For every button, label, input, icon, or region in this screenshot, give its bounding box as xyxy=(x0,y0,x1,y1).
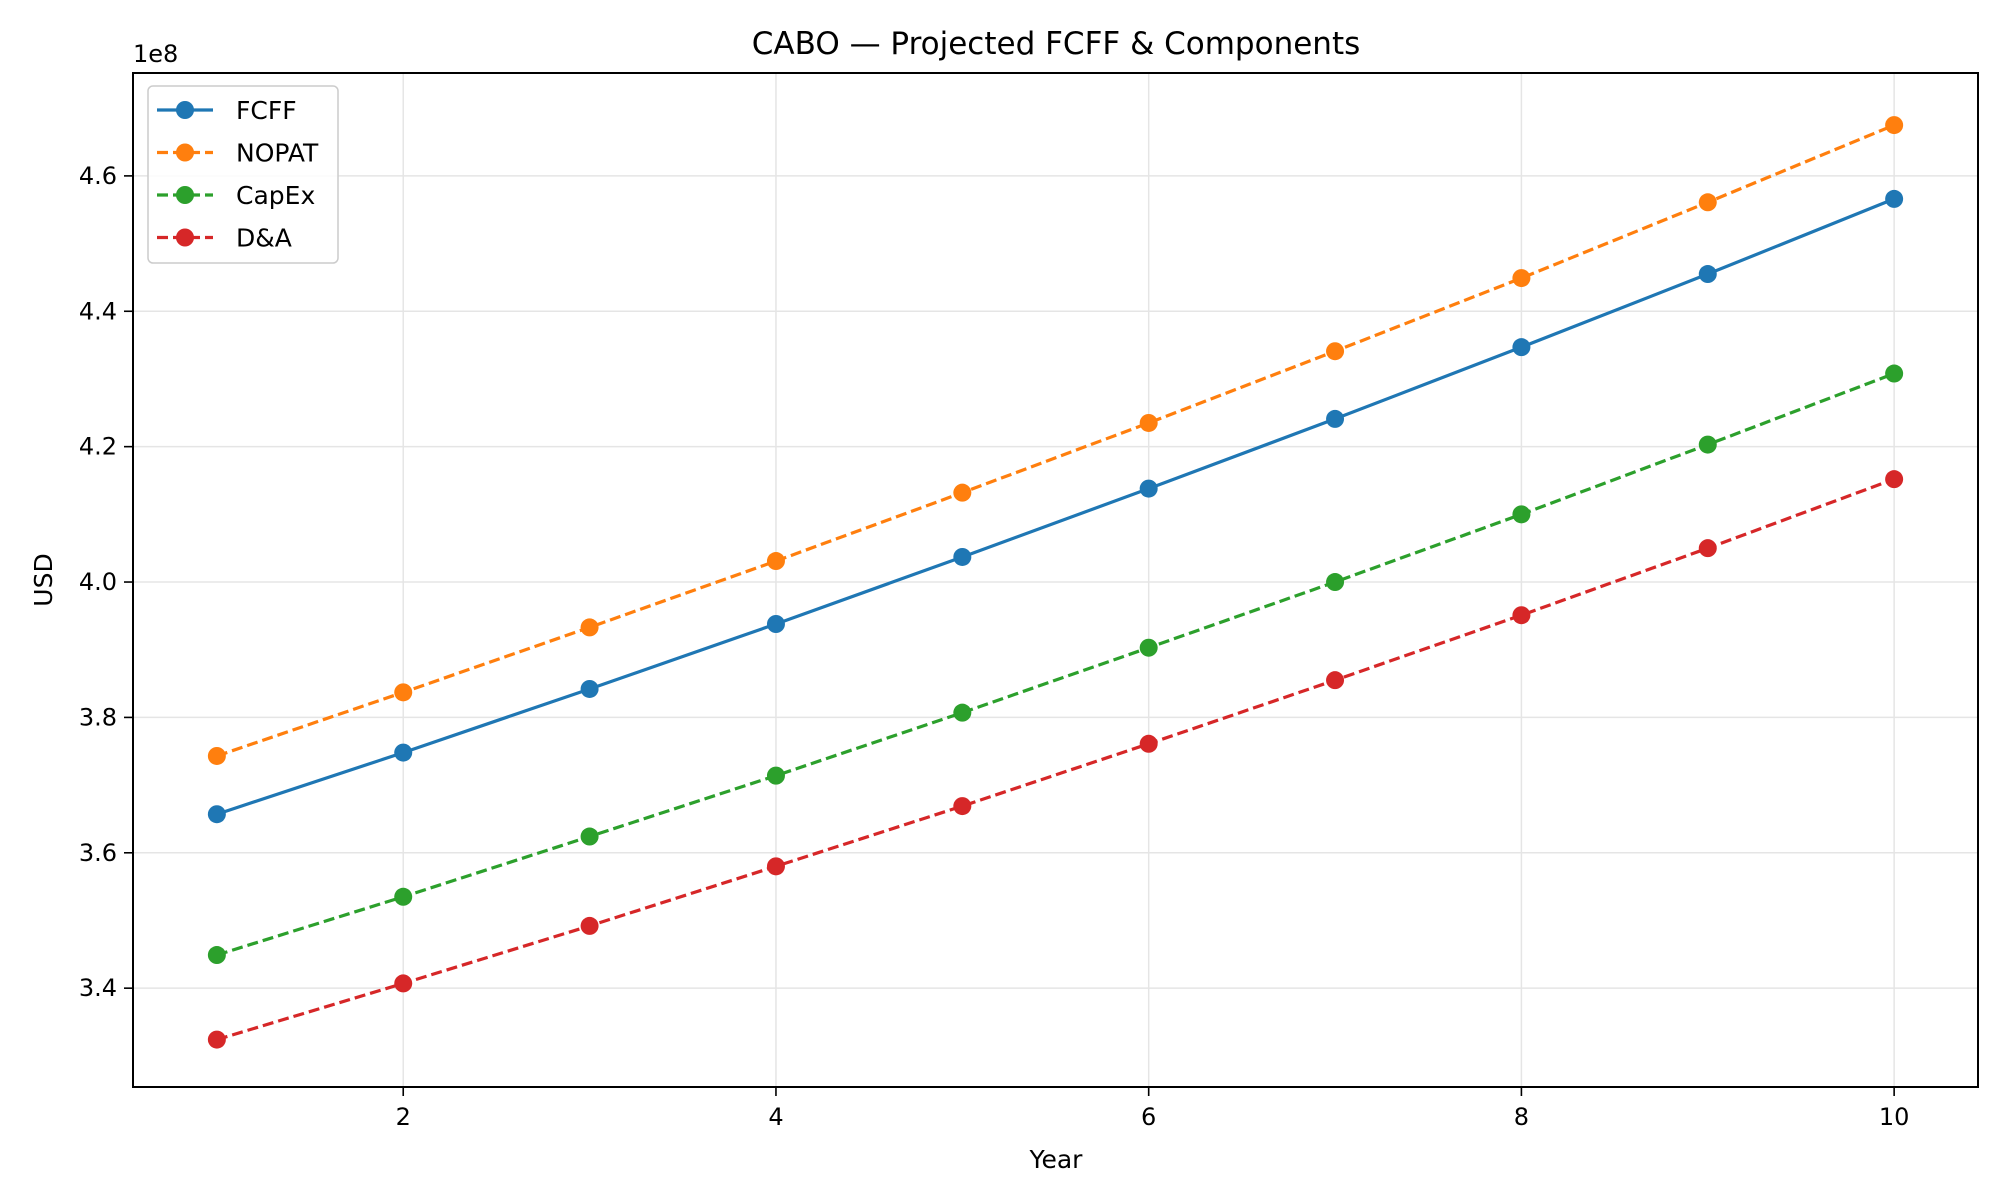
x-tick-label: 8 xyxy=(1514,1103,1529,1131)
data-point-d-a xyxy=(1885,470,1904,489)
y-tick-label: 4.2 xyxy=(79,433,117,461)
legend-marker-nopat xyxy=(176,143,194,162)
y-tick-label: 3.8 xyxy=(79,703,117,731)
data-point-fcff xyxy=(207,805,226,824)
plot-series xyxy=(207,116,1904,1049)
legend: FCFF NOPAT CapEx D&A xyxy=(147,85,339,264)
data-point-fcff xyxy=(1698,265,1717,284)
data-point-d-a xyxy=(766,857,785,876)
x-tick-label: 2 xyxy=(396,1103,411,1131)
x-tick-label: 6 xyxy=(1141,1103,1156,1131)
data-point-d-a xyxy=(1512,606,1531,625)
x-tick-label: 4 xyxy=(768,1103,783,1131)
data-point-fcff xyxy=(766,614,785,633)
data-point-d-a xyxy=(207,1030,226,1049)
series-line-capex xyxy=(216,372,1895,957)
y-axis-label: USD xyxy=(29,553,58,606)
data-point-capex xyxy=(1698,435,1717,454)
data-point-d-a xyxy=(953,797,972,816)
data-point-nopat xyxy=(394,683,413,702)
data-point-nopat xyxy=(953,483,972,502)
data-point-nopat xyxy=(1885,116,1904,135)
y-tick-label: 4.6 xyxy=(79,162,117,190)
series-line-nopat xyxy=(216,123,1895,758)
y-offset-text: 1e8 xyxy=(133,40,178,68)
data-point-capex xyxy=(953,703,972,722)
data-point-capex xyxy=(1512,505,1531,524)
data-point-nopat xyxy=(207,746,226,765)
data-point-d-a xyxy=(1326,671,1345,690)
data-point-capex xyxy=(1139,638,1158,657)
data-point-fcff xyxy=(580,679,599,698)
data-point-d-a xyxy=(394,974,413,993)
grid xyxy=(133,73,1978,1087)
data-point-capex xyxy=(766,766,785,785)
data-point-capex xyxy=(1326,573,1345,592)
y-tick-label: 4.4 xyxy=(79,297,117,325)
series-line-d-a xyxy=(216,477,1895,1042)
legend-box xyxy=(147,85,339,264)
data-point-d-a xyxy=(580,916,599,935)
data-point-fcff xyxy=(394,743,413,762)
x-tick-label: 10 xyxy=(1879,1103,1910,1131)
data-point-nopat xyxy=(1139,413,1158,432)
data-point-nopat xyxy=(1512,269,1531,288)
data-point-capex xyxy=(394,887,413,906)
data-point-nopat xyxy=(766,552,785,571)
data-point-fcff xyxy=(1512,338,1531,357)
legend-label-fcff: FCFF xyxy=(236,96,297,125)
y-tick-label: 3.4 xyxy=(79,974,117,1002)
data-point-capex xyxy=(1885,364,1904,383)
data-point-fcff xyxy=(1885,189,1904,208)
legend-marker-fcff xyxy=(176,101,194,119)
legend-marker-d-a xyxy=(176,228,194,247)
series-line-fcff xyxy=(216,197,1895,816)
data-point-fcff xyxy=(953,547,972,566)
plot-frame xyxy=(132,72,1979,1088)
y-tick-label: 4.0 xyxy=(79,568,117,596)
axis-ticks: 2 4 6 8 10 3.4 3.6 3.8 4.0 4.2 4.4 4.6 xyxy=(79,162,1910,1131)
data-point-d-a xyxy=(1139,734,1158,753)
y-tick-label: 3.6 xyxy=(79,839,117,867)
chart-title: CABO — Projected FCFF & Components xyxy=(752,26,1361,62)
data-point-nopat xyxy=(1698,193,1717,212)
data-point-nopat xyxy=(580,618,599,637)
data-point-d-a xyxy=(1698,539,1717,558)
data-point-capex xyxy=(580,827,599,846)
data-point-fcff xyxy=(1326,409,1345,428)
data-point-capex xyxy=(207,946,226,965)
data-point-fcff xyxy=(1139,479,1158,498)
legend-label-capex: CapEx xyxy=(236,181,315,210)
x-axis-label: Year xyxy=(1029,1145,1084,1174)
data-point-nopat xyxy=(1326,342,1345,361)
legend-marker-capex xyxy=(176,186,194,204)
legend-label-d-a: D&A xyxy=(236,224,292,253)
legend-label-nopat: NOPAT xyxy=(236,139,319,168)
